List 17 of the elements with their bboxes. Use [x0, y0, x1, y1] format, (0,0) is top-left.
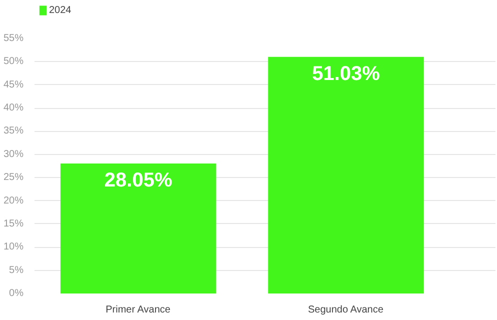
y-tick-label: 50%	[3, 56, 24, 68]
y-tick-label: 40%	[3, 102, 24, 114]
legend-label: 2024	[49, 4, 72, 16]
y-tick-label: 55%	[3, 33, 24, 44]
y-tick-label: 35%	[3, 126, 24, 137]
y-tick-label: 20%	[3, 195, 24, 206]
data-label: 28.05%	[104, 169, 172, 192]
y-tick-label: 30%	[3, 148, 24, 160]
data-label: 51.03%	[312, 62, 380, 85]
y-tick-label: 45%	[3, 79, 24, 90]
y-tick-label: 25%	[3, 172, 24, 184]
x-tick-label: Primer Avance	[106, 304, 171, 316]
x-tick-label: Segundo Avance	[308, 304, 384, 316]
y-tick-label: 0%	[9, 288, 24, 299]
y-tick-label: 15%	[3, 218, 24, 230]
y-tick-label: 5%	[9, 264, 24, 276]
y-tick-label: 10%	[3, 242, 24, 253]
